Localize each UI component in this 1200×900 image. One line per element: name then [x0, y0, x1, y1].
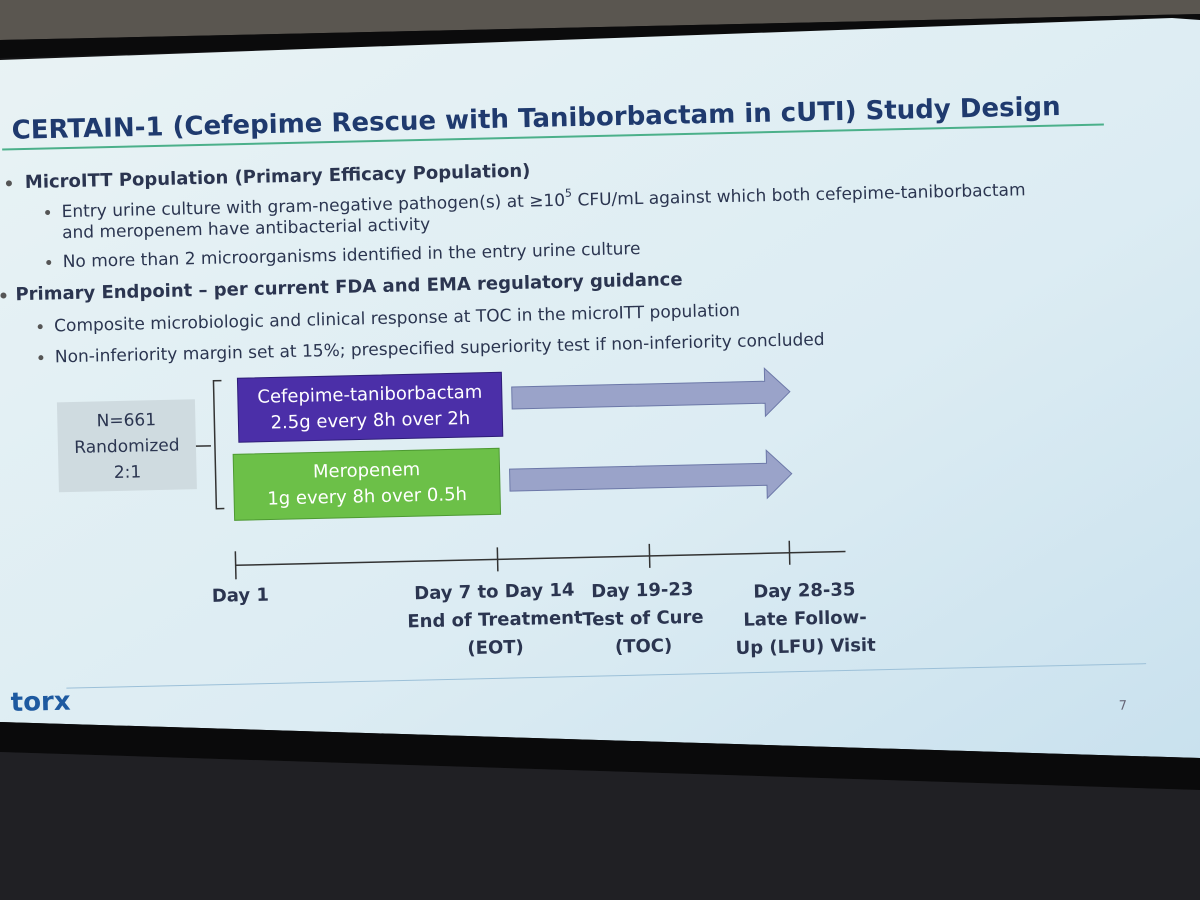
timeline-tick — [496, 547, 499, 572]
timeline-label: Day 1 — [212, 585, 270, 607]
timeline-label: Test of Cure — [582, 607, 704, 631]
arm-text: 2.5g every 8h over 2h — [270, 408, 470, 434]
screen-frame — [0, 14, 1200, 58]
bullet — [37, 324, 43, 330]
floor — [0, 752, 1200, 900]
randomization-box — [56, 399, 197, 493]
footer-rule — [66, 663, 1147, 689]
timeline-label: Late Follow- — [743, 607, 867, 631]
timeline-label: Day 19-23 — [591, 579, 694, 602]
arm-box — [236, 371, 504, 443]
randomization-text: N=661 — [96, 410, 156, 431]
timeline-label: Day 7 to Day 14 — [414, 580, 575, 605]
bullet — [45, 209, 51, 215]
timeline-label: End of Treatment — [407, 607, 583, 632]
arm-box — [232, 447, 502, 521]
timeline-label: Day 28-35 — [753, 579, 856, 602]
timeline-label: (TOC) — [615, 635, 673, 657]
arm-text: 1g every 8h over 0.5h — [267, 484, 467, 510]
bracket — [195, 379, 225, 510]
randomization-text: 2:1 — [114, 462, 142, 483]
arm-text: Meropenem — [313, 459, 421, 482]
bullet — [46, 259, 52, 265]
screen-bottom — [0, 722, 1200, 790]
timeline-tick — [234, 551, 237, 580]
bullet — [0, 292, 7, 299]
arm-text: Cefepime-taniborbactam — [257, 382, 482, 408]
timeline-tick — [788, 540, 791, 565]
page-number: 7 — [1119, 699, 1128, 714]
timeline-label: (EOT) — [467, 637, 524, 659]
logo: torx — [10, 687, 71, 718]
bullet — [38, 355, 44, 361]
arrow — [511, 367, 791, 418]
arrow — [509, 449, 793, 500]
randomization-text: Randomized — [74, 436, 180, 458]
ceiling — [0, 0, 1200, 40]
bullet — [5, 180, 12, 187]
timeline-tick — [648, 543, 651, 568]
timeline — [235, 550, 846, 567]
title-rule — [2, 123, 1104, 151]
timeline-label: Up (LFU) Visit — [735, 635, 876, 659]
